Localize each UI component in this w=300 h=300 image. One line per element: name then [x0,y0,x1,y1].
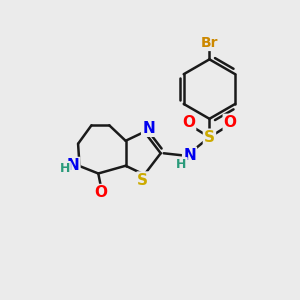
Text: H: H [176,158,187,171]
Text: H: H [59,162,70,175]
Text: N: N [142,121,155,136]
Text: O: O [94,185,107,200]
Text: N: N [67,158,80,173]
Text: S: S [204,130,215,145]
Text: O: O [224,115,237,130]
Text: N: N [183,148,196,163]
Text: Br: Br [201,36,218,50]
Text: S: S [137,172,148,188]
Text: O: O [182,115,195,130]
